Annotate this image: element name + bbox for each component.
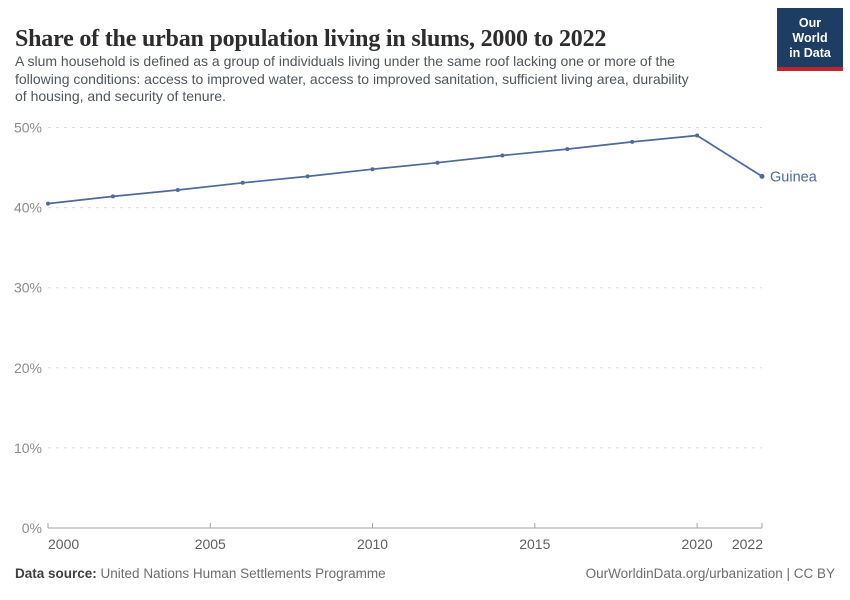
data-point-2020[interactable] — [695, 133, 700, 138]
y-tick-label-30: 30% — [14, 280, 42, 296]
data-point-2004[interactable] — [175, 188, 180, 192]
x-tick-label-2005: 2005 — [195, 536, 226, 552]
x-tick-label-2000: 2000 — [48, 536, 79, 552]
x-tick-label-2015: 2015 — [519, 536, 550, 552]
owid-logo[interactable]: Our World in Data — [777, 8, 843, 71]
data-point-2010[interactable] — [370, 167, 375, 172]
y-tick-label-10: 10% — [14, 440, 42, 456]
credit-link[interactable]: OurWorldinData.org/urbanization | CC BY — [585, 566, 835, 581]
data-source-label: Data source: — [15, 566, 97, 581]
data-point-2016[interactable] — [565, 147, 570, 152]
x-tick-label-2010: 2010 — [357, 536, 388, 552]
x-tick-label-2020: 2020 — [682, 536, 713, 552]
y-tick-label-50: 50% — [14, 120, 42, 136]
data-point-2000[interactable] — [46, 201, 50, 206]
subtitle-line: following conditions: access to improved… — [15, 70, 689, 87]
y-tick-label-20: 20% — [14, 360, 42, 376]
data-point-2012[interactable] — [435, 160, 440, 165]
owid-logo-line2: in Data — [789, 46, 831, 60]
data-point-2002[interactable] — [110, 194, 115, 199]
owid-logo-line1: Our World — [792, 16, 828, 45]
line-series-guinea[interactable] — [47, 134, 763, 205]
y-tick-label-40: 40% — [14, 200, 42, 216]
page-title: Share of the urban population living in … — [15, 26, 607, 53]
data-point-2018[interactable] — [630, 139, 635, 144]
data-point-2006[interactable] — [240, 180, 245, 185]
chart-footer: Data source: United Nations Human Settle… — [0, 566, 850, 581]
subtitle-line: of housing, and security of tenure. — [15, 88, 226, 104]
data-point-2014[interactable] — [500, 153, 505, 158]
series-end-label[interactable]: Guinea — [770, 169, 818, 185]
data-point-2008[interactable] — [305, 174, 310, 179]
data-point-2022[interactable] — [759, 173, 765, 179]
x-tick-label-2022: 2022 — [732, 536, 763, 552]
chart-subtitle: A slum household is defined as a group o… — [15, 53, 755, 106]
data-source-value: United Nations Human Settlements Program… — [100, 566, 386, 581]
subtitle-line: A slum household is defined as a group o… — [15, 53, 675, 69]
data-source: Data source: United Nations Human Settle… — [15, 566, 386, 581]
y-tick-label-0: 0% — [22, 520, 42, 536]
